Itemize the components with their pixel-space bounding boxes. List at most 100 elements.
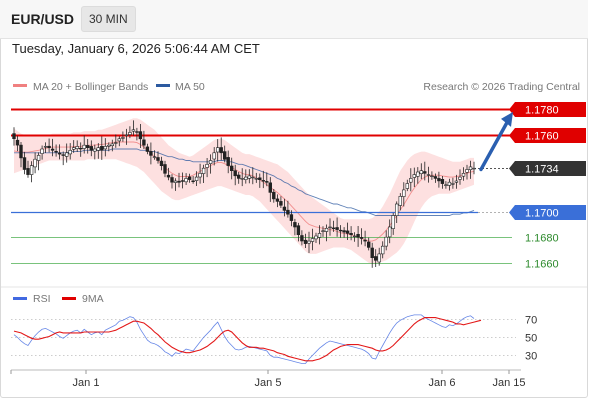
candle (314, 232, 318, 243)
candle (261, 170, 265, 189)
rsi-tick-50: 50 (525, 333, 537, 345)
bollinger-bands (14, 118, 474, 265)
x-tick-label: Jan 5 (255, 377, 282, 389)
x-tick-label: Jan 1 (73, 377, 100, 389)
candle (230, 157, 234, 180)
candle (124, 128, 129, 145)
candle (345, 222, 350, 240)
candle (237, 172, 241, 184)
candle (194, 171, 199, 186)
candle (300, 230, 304, 246)
candle (338, 225, 343, 238)
level-box-1.1734 (515, 161, 586, 176)
chart-datetime: Tuesday, January 6, 2026 5:06:44 AM CET (12, 41, 260, 56)
ma50-legend-swatch (156, 84, 170, 87)
candle (205, 158, 209, 178)
candle (391, 212, 395, 235)
candle (152, 150, 157, 160)
candle (268, 177, 272, 202)
candle (96, 143, 101, 159)
candle (279, 196, 283, 208)
candle (142, 130, 146, 149)
level-box-1.1760 (515, 128, 586, 143)
candle (19, 142, 23, 168)
level-label-1.1734: 1.1734 (525, 164, 559, 176)
9ma-legend-label: 9MA (82, 293, 104, 305)
candle (103, 138, 108, 157)
rsi-legend-swatch (13, 297, 27, 300)
candle (40, 145, 44, 160)
candle (426, 166, 431, 183)
candle (272, 189, 276, 203)
candle (50, 138, 55, 157)
candle (219, 137, 223, 161)
candle (208, 154, 213, 174)
candle (43, 142, 48, 153)
level-box-pointer (509, 205, 515, 220)
candle (398, 193, 402, 211)
candle (412, 167, 416, 187)
candle (444, 181, 448, 189)
ma20-legend-swatch (13, 84, 27, 87)
candle (363, 230, 367, 247)
candle (180, 172, 185, 189)
candle (29, 161, 34, 183)
candle (416, 167, 420, 184)
candle (170, 174, 174, 189)
candle (223, 145, 227, 163)
candle (303, 233, 308, 248)
candle (68, 143, 72, 160)
candle (405, 179, 409, 192)
candle (289, 210, 294, 227)
candle (47, 138, 51, 153)
candle (33, 152, 37, 174)
candlesticks (12, 120, 476, 268)
candle (423, 161, 427, 181)
candle (107, 142, 111, 152)
ma50-legend-label: MA 50 (175, 81, 205, 93)
candle (275, 194, 280, 208)
rsi-9ma-line (13, 317, 482, 362)
candle (166, 167, 171, 181)
level-label-1.1680: 1.1680 (525, 233, 559, 245)
candle (433, 173, 438, 183)
candle (356, 226, 360, 247)
candle (198, 163, 202, 184)
candle (437, 171, 441, 188)
interval-button[interactable]: 30 MIN (81, 6, 136, 32)
candle (191, 176, 195, 184)
candle (258, 173, 262, 188)
level-label-1.1700: 1.1700 (525, 208, 559, 220)
candle (121, 131, 125, 142)
candle (387, 219, 392, 244)
candle (212, 147, 216, 166)
candle (145, 143, 150, 155)
rsi-tick-30: 30 (525, 351, 537, 363)
candle (173, 178, 178, 191)
candle (409, 168, 413, 192)
candle (187, 173, 192, 183)
candle (93, 144, 97, 160)
candle (461, 167, 466, 181)
candle (296, 222, 301, 242)
candle (419, 163, 423, 180)
candle (377, 247, 381, 266)
candle (342, 227, 346, 238)
candle (156, 151, 160, 164)
forecast-arrow-head (501, 111, 513, 127)
candle (293, 218, 297, 236)
candle (331, 220, 336, 232)
candle (394, 201, 399, 223)
candle (472, 161, 476, 175)
candle (86, 139, 90, 154)
level-box-pointer (509, 161, 515, 176)
candle (75, 140, 79, 152)
candle (138, 124, 143, 148)
level-label-1.1760: 1.1760 (525, 131, 559, 143)
candle (79, 142, 83, 157)
candle (72, 140, 76, 153)
candle (380, 241, 385, 259)
candle (61, 151, 65, 166)
rsi-line (13, 314, 475, 364)
